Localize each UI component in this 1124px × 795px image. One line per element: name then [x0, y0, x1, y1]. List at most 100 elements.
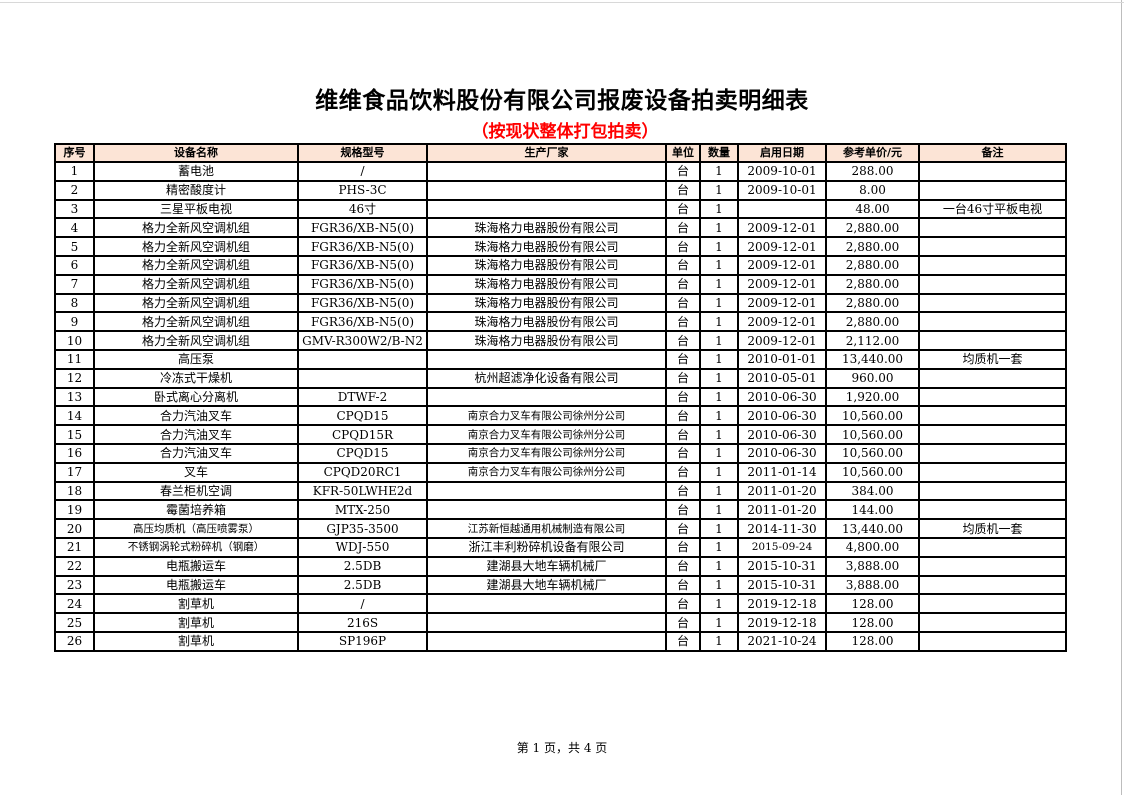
column-header-name: 设备名称 [93, 143, 299, 163]
cell-model: CPQD15 [297, 405, 428, 427]
table-row: 19 霉菌培养箱 MTX-250 台 1 2011-01-20 144.00 [54, 499, 1067, 521]
cell-model: 2.5DB [297, 555, 428, 577]
cell-remark [918, 424, 1067, 445]
cell-remark [918, 367, 1067, 389]
cell-unit-price: 8.00 [825, 179, 920, 201]
table-row: 11 高压泵 台 1 2010-01-01 13,440.00 均质机一套 [54, 348, 1067, 370]
cell-seq: 14 [54, 405, 95, 427]
cell-unit-price: 2,880.00 [825, 236, 920, 257]
cell-remark [918, 536, 1067, 558]
cell-start-date: 2009-12-01 [737, 330, 827, 351]
cell-manufacturer [426, 161, 667, 182]
cell-unit: 台 [665, 593, 701, 615]
cell-unit-price: 48.00 [825, 198, 920, 220]
column-header-manufacturer: 生产厂家 [426, 143, 667, 163]
cell-start-date: 2021-10-24 [737, 630, 827, 652]
cell-name: 割草机 [93, 612, 299, 633]
cell-remark [918, 311, 1067, 333]
cell-manufacturer: 建湖县大地车辆机械厂 [426, 574, 667, 596]
cell-manufacturer [426, 198, 667, 220]
cell-remark [918, 480, 1067, 502]
cell-manufacturer: 珠海格力电器股份有限公司 [426, 311, 667, 333]
cell-start-date: 2014-11-30 [737, 518, 827, 539]
cell-model: SP196P [297, 630, 428, 652]
cell-name: 格力全新风空调机组 [93, 254, 299, 276]
cell-start-date: 2009-12-01 [737, 292, 827, 314]
cell-qty: 1 [699, 630, 739, 652]
cell-qty: 1 [699, 292, 739, 314]
table-row: 4 格力全新风空调机组 FGR36/XB-N5(0) 珠海格力电器股份有限公司台 1 20… [54, 217, 1067, 239]
cell-qty: 1 [699, 461, 739, 483]
cell-name: 高压均质机（高压喷雾泵） [93, 518, 299, 539]
cell-start-date [737, 198, 827, 220]
cell-name: 合力汽油叉车 [93, 405, 299, 427]
cell-unit-price: 10,560.00 [825, 461, 920, 483]
cell-name: 三星平板电视 [93, 198, 299, 220]
cell-qty: 1 [699, 386, 739, 408]
table-row: 6 格力全新风空调机组 FGR36/XB-N5(0) 珠海格力电器股份有限公司台 1 20… [54, 254, 1067, 276]
table-row: 21 不锈钢涡轮式粉碎机（钢磨） WDJ-550 浙江丰利粉碎机设备有限公司台 1 201… [54, 536, 1067, 558]
cell-start-date: 2011-01-14 [737, 461, 827, 483]
column-header-unit: 单位 [665, 143, 701, 163]
cell-qty: 1 [699, 236, 739, 257]
cell-manufacturer: 珠海格力电器股份有限公司 [426, 217, 667, 239]
cell-unit-price: 3,888.00 [825, 555, 920, 577]
cell-remark [918, 161, 1067, 182]
cell-qty: 1 [699, 424, 739, 445]
cell-start-date: 2015-09-24 [737, 536, 827, 558]
cell-start-date: 2009-10-01 [737, 179, 827, 201]
cell-seq: 7 [54, 273, 95, 295]
cell-model: FGR36/XB-N5(0) [297, 273, 428, 295]
cell-unit: 台 [665, 273, 701, 295]
cell-seq: 23 [54, 574, 95, 596]
table-row: 1 蓄电池 / 台 1 2009-10-01 288.00 [54, 161, 1067, 182]
cell-manufacturer [426, 348, 667, 370]
cell-qty: 1 [699, 311, 739, 333]
cell-unit-price: 2,880.00 [825, 311, 920, 333]
table-row: 9 格力全新风空调机组 FGR36/XB-N5(0) 珠海格力电器股份有限公司台 1 20… [54, 311, 1067, 333]
cell-model: / [297, 161, 428, 182]
cell-name: 春兰柜机空调 [93, 480, 299, 502]
cell-unit: 台 [665, 161, 701, 182]
cell-start-date: 2009-12-01 [737, 217, 827, 239]
cell-qty: 1 [699, 405, 739, 427]
cell-unit: 台 [665, 386, 701, 408]
cell-remark [918, 273, 1067, 295]
cell-unit-price: 13,440.00 [825, 348, 920, 370]
cell-start-date: 2009-12-01 [737, 254, 827, 276]
cell-unit-price: 2,880.00 [825, 292, 920, 314]
cell-manufacturer: 建湖县大地车辆机械厂 [426, 555, 667, 577]
cell-name: 不锈钢涡轮式粉碎机（钢磨） [93, 536, 299, 558]
table-row: 18 春兰柜机空调 KFR-50LWHE2d 台 1 2011-01-20 384.00 [54, 480, 1067, 502]
cell-qty: 1 [699, 254, 739, 276]
cell-start-date: 2010-06-30 [737, 405, 827, 427]
cell-unit: 台 [665, 254, 701, 276]
cell-manufacturer [426, 593, 667, 615]
cell-manufacturer [426, 386, 667, 408]
cell-model: CPQD15R [297, 424, 428, 445]
cell-unit-price: 2,880.00 [825, 254, 920, 276]
table-row: 16 合力汽油叉车 CPQD15 南京合力叉车有限公司徐州分公司台 1 2010-06-3… [54, 442, 1067, 464]
document-title: 维维食品饮料股份有限公司报废设备拍卖明细表 [315, 88, 809, 114]
cell-manufacturer [426, 480, 667, 502]
cell-unit: 台 [665, 292, 701, 314]
equipment-table: 序号 设备名称 规格型号 生产厂家 单位 数量 启用日期 参考单价/元 备注 1 蓄电池 / 台 1 20… [54, 143, 1067, 652]
column-header-model: 规格型号 [297, 143, 428, 163]
cell-manufacturer: 江苏新恒越通用机械制造有限公司 [426, 518, 667, 539]
cell-name: 电瓶搬运车 [93, 555, 299, 577]
cell-remark [918, 442, 1067, 464]
cell-model: GMV-R300W2/B-N2 [297, 330, 428, 351]
cell-unit: 台 [665, 236, 701, 257]
table-row: 12 冷冻式干燥机 杭州超滤净化设备有限公司台 1 2010-05-01 960.00 [54, 367, 1067, 389]
table-row: 2 精密酸度计 PHS-3C 台 1 2009-10-01 8.00 [54, 179, 1067, 201]
cell-seq: 11 [54, 348, 95, 370]
cell-model: 216S [297, 612, 428, 633]
cell-seq: 16 [54, 442, 95, 464]
cell-start-date: 2019-12-18 [737, 593, 827, 615]
cell-remark: 一台46寸平板电视 [918, 198, 1067, 220]
cell-start-date: 2011-01-20 [737, 499, 827, 521]
cell-model: WDJ-550 [297, 536, 428, 558]
cell-name: 格力全新风空调机组 [93, 292, 299, 314]
cell-remark [918, 179, 1067, 201]
cell-name: 格力全新风空调机组 [93, 311, 299, 333]
